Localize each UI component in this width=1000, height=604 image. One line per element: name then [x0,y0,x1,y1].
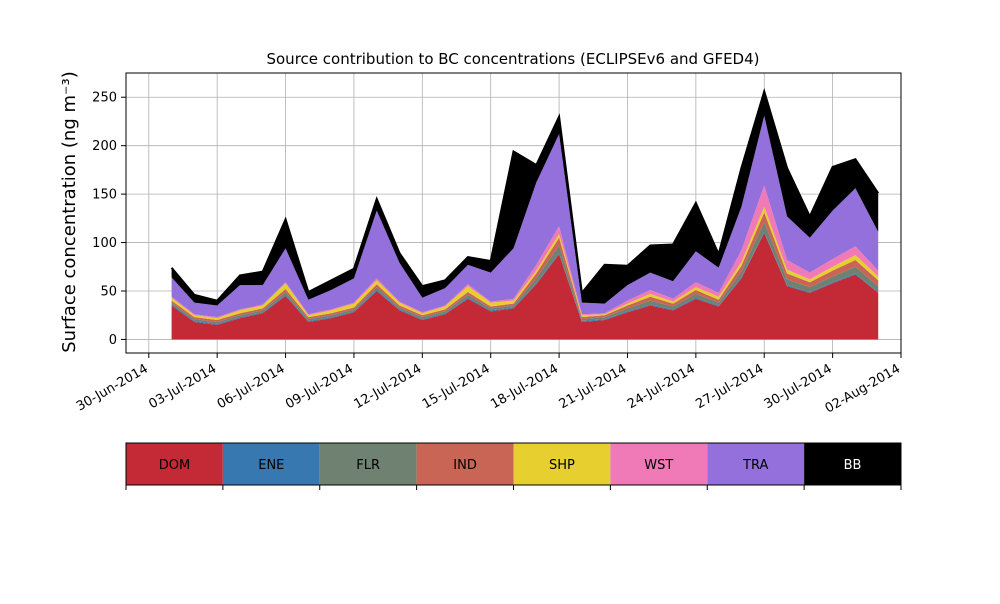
y-tick-label: 50 [100,284,117,299]
legend-label-ene: ENE [258,458,284,473]
total-line [170,87,880,302]
legend-swatch-bb [804,443,901,485]
x-tick-label: 21-Jul-2014 [557,361,630,412]
legend-label-tra: TRA [742,458,768,473]
legend-label-dom: DOM [159,458,190,473]
legend-swatch-ene [222,443,320,485]
legend-colorbar: DOM ENE FLR IND SHP WST TRA BB [125,442,902,490]
legend-swatch-tra [707,443,805,485]
y-tick-label: 0 [109,333,117,348]
total-outline [170,87,880,302]
legend-swatch-shp [513,443,611,485]
chart-title: Source contribution to BC concentrations… [266,50,759,68]
series-area-shp [171,206,879,321]
x-tick-label: 18-Jul-2014 [488,361,561,412]
legend-swatch-dom [126,443,223,485]
series-area-bb [171,91,879,306]
x-tick-label: 15-Jul-2014 [420,361,493,412]
series-area-ind [171,212,879,322]
x-tick-label: 27-Jul-2014 [693,361,766,412]
series-area-dom [171,232,879,340]
legend-label-flr: FLR [356,458,380,473]
legend-swatch-ind [416,443,514,485]
x-tick-label: 02-Aug-2014 [823,361,903,416]
legend-label-bb: BB [844,458,862,473]
y-axis-label: Surface concentration (ng m⁻³) [59,71,80,353]
x-tick-label: 30-Jun-2014 [74,361,151,414]
y-axis-ticks: 0 50 100 150 200 250 [92,91,126,348]
x-tick-label: 09-Jul-2014 [283,361,356,412]
x-tick-label: 24-Jul-2014 [625,361,698,412]
series-area-tra [171,115,879,318]
series-area-wst [171,185,879,319]
legend-label-wst: WST [644,458,673,473]
x-axis-ticks: 30-Jun-201403-Jul-201406-Jul-201409-Jul-… [74,353,903,417]
legend-label-ind: IND [453,458,477,473]
legend-swatch-wst [610,443,708,485]
x-tick-label: 06-Jul-2014 [215,361,288,412]
y-tick-label: 100 [92,236,117,251]
x-tick-label: 03-Jul-2014 [146,361,219,412]
plot-frame [125,72,902,354]
series-area-flr [171,222,879,324]
legend-label-shp: SHP [549,458,575,473]
y-tick-label: 150 [92,188,117,203]
y-tick-label: 200 [92,139,117,154]
x-tick-label: 12-Jul-2014 [352,361,425,412]
series-areas [171,91,879,340]
y-tick-label: 250 [92,91,117,106]
legend-swatch-flr [319,443,417,485]
